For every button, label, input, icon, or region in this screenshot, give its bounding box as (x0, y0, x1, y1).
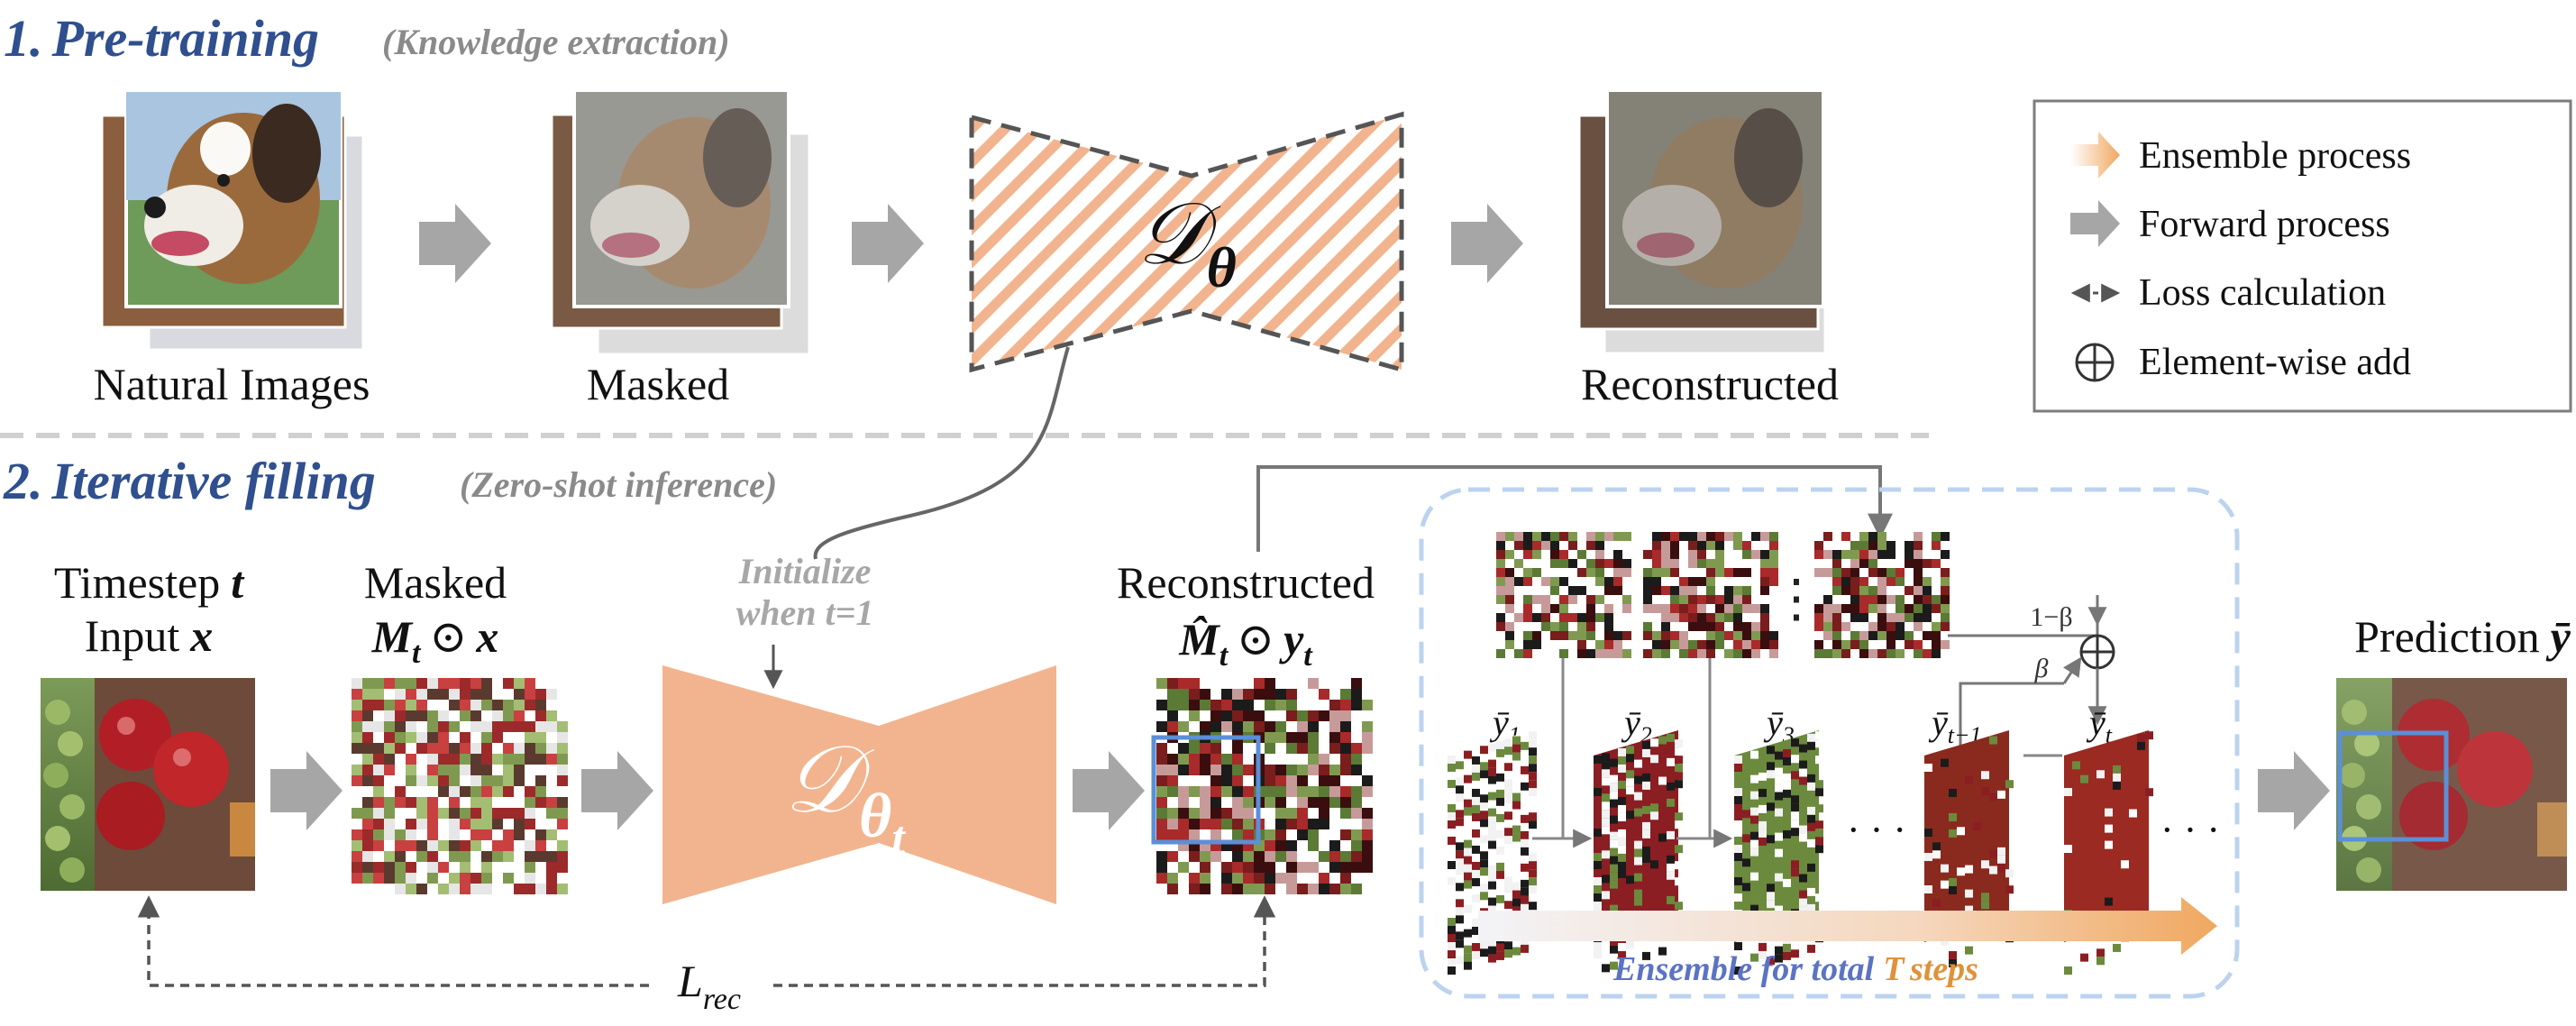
masked-label-top: Masked (587, 359, 729, 409)
timestep-label: Timestep t (54, 557, 245, 608)
prediction-image (2336, 678, 2567, 891)
initialize-label-line1: Initialize (738, 551, 872, 591)
iterative-decoder: 𝒟θt (662, 665, 1056, 904)
circled-plus-icon (2079, 634, 2115, 670)
highlight-region-box (1151, 735, 1261, 845)
ellipsis-middle: · · · (1847, 808, 1906, 852)
ybar-t-frame (2064, 730, 2153, 975)
ellipsis-right: · · · (2160, 808, 2220, 852)
input-label: Input x (85, 610, 214, 661)
legend-loss-label: Loss calculation (2139, 272, 2386, 314)
pretrain-decoder: 𝒟θ (969, 111, 1404, 373)
one-minus-beta-connector (1948, 631, 2099, 637)
ensemble-history-patches: ⋮ (1496, 532, 1950, 658)
forward-arrow-icon (852, 204, 924, 283)
section1-header: 1. Pre-training (Knowledge extraction) (4, 9, 730, 68)
prediction-label: Prediction ȳ (2354, 611, 2571, 662)
circled-plus-icon (2075, 343, 2115, 382)
input-image (41, 678, 255, 891)
section1-subtitle: (Knowledge extraction) (382, 22, 730, 62)
vertical-ellipsis: ⋮ (1770, 569, 1822, 628)
legend: Ensemble process Forward process Loss ca… (2032, 99, 2572, 413)
natural-images-label: Natural Images (94, 359, 370, 409)
reconstructed-output-image (1151, 678, 1373, 894)
reconstructed-label-top: Reconstructed (1581, 359, 1839, 409)
legend-add-label: Element-wise add (2139, 342, 2411, 383)
initialize-label-line2: when t=1 (736, 592, 874, 633)
reconstructed-formula: M̂t ⊙ yt (1178, 614, 1313, 673)
loss-connector-right (773, 895, 1276, 987)
reconstructed-label: Reconstructed (1117, 557, 1375, 608)
section2-header: 2. Iterative filling (Zero-shot inference… (3, 452, 777, 510)
reconstructed-images-stack (1577, 88, 1827, 355)
legend-ensemble-label: Ensemble process (2139, 135, 2411, 177)
beta-connector (1959, 682, 2064, 756)
one-minus-beta-label: 1−β (2030, 602, 2072, 632)
feedback-connector (1256, 465, 1893, 552)
section1-title: 1. Pre-training (4, 9, 319, 68)
section2-title: 2. Iterative filling (3, 452, 376, 510)
ensemble-arrow-icon (2070, 132, 2120, 179)
loss-label: Lrec (677, 956, 741, 1016)
forward-arrow-icon (419, 204, 491, 283)
masked-label: Masked (364, 557, 507, 608)
ensemble-arrow-icon (1478, 897, 2217, 955)
forward-arrow-icon (1451, 204, 1523, 283)
highlight-region-box (2337, 730, 2449, 842)
masked-formula: Mt ⊙ x (371, 611, 499, 670)
forward-arrow-icon (270, 751, 343, 830)
forward-arrow-icon (581, 751, 653, 830)
section2-subtitle: (Zero-shot inference) (460, 464, 777, 505)
legend-forward-label: Forward process (2139, 204, 2390, 245)
natural-images-stack (100, 90, 365, 352)
forward-arrow-icon (1073, 751, 1145, 830)
ensemble-box (1419, 487, 2240, 999)
dog-image (144, 104, 321, 284)
loss-connector (137, 895, 649, 987)
forward-arrow-icon (2258, 751, 2330, 830)
masked-input-image (352, 678, 568, 894)
initialize-connector (813, 346, 1070, 560)
forward-arrow-icon (2070, 200, 2120, 247)
masked-images-stack (550, 88, 811, 356)
ybar-t-label: ȳt (2086, 702, 2113, 748)
beta-label: β (2034, 654, 2049, 683)
